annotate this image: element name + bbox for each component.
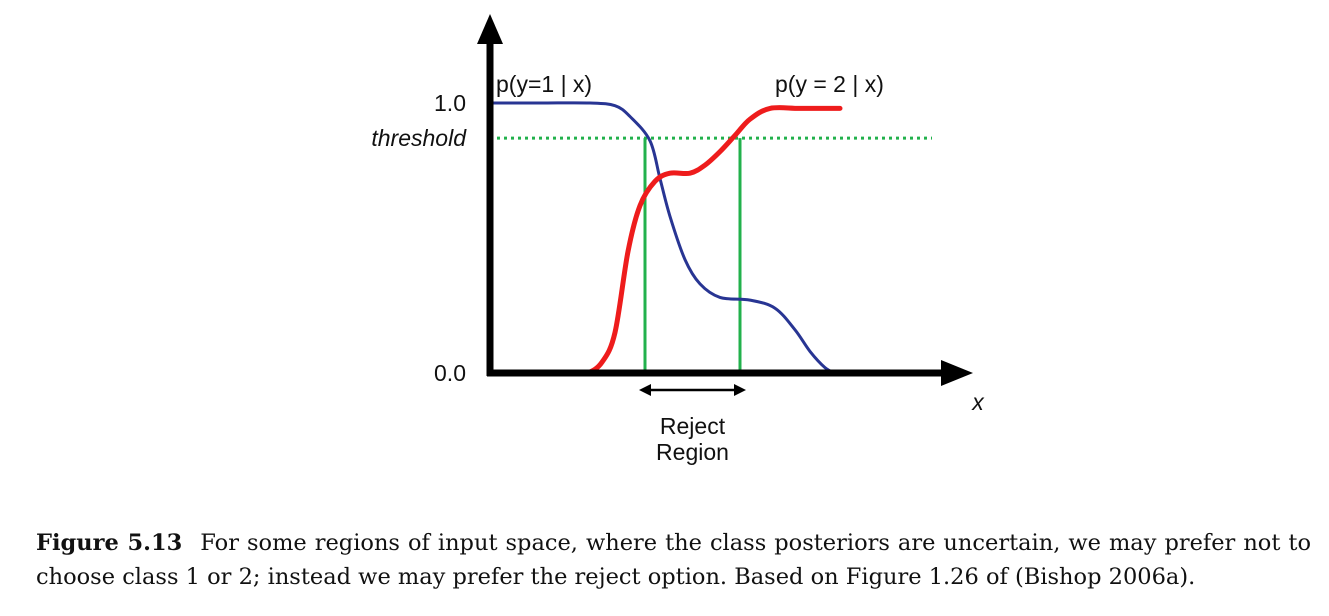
reject-arrow-left-head [639,384,651,396]
figure-caption: Figure 5.13 For some regions of input spa… [36,526,1311,594]
labels-layer: 0.0 1.0 threshold x p(y=1 | x) p(y = 2 | x) Re… [371,71,985,465]
reject-arrow-right-head [734,384,746,396]
series-line-class-1 [488,101,837,375]
x-axis-label: x [971,389,985,415]
threshold-label: threshold [371,125,467,151]
series-label-class-1: p(y=1 | x) [496,71,592,97]
series-line-class-2 [567,105,843,377]
series-label-class-2: p(y = 2 | x) [775,71,884,97]
x-axis-arrowhead [941,360,973,386]
y-tick-label-0: 0.0 [434,360,466,386]
reject-label-line2: Region [656,439,729,465]
threshold-and-boundaries [490,136,932,373]
caption-text: For some regions of input space, where t… [36,530,1311,590]
posterior-chart: 0.0 1.0 threshold x p(y=1 | x) p(y = 2 | x) Re… [371,14,985,465]
series-layer [488,101,843,377]
caption-label: Figure 5.13 [36,530,183,556]
y-axis-arrowhead [477,14,503,44]
reject-label-line1: Reject [660,413,726,439]
y-tick-label-1: 1.0 [434,90,466,116]
axes [477,14,973,386]
